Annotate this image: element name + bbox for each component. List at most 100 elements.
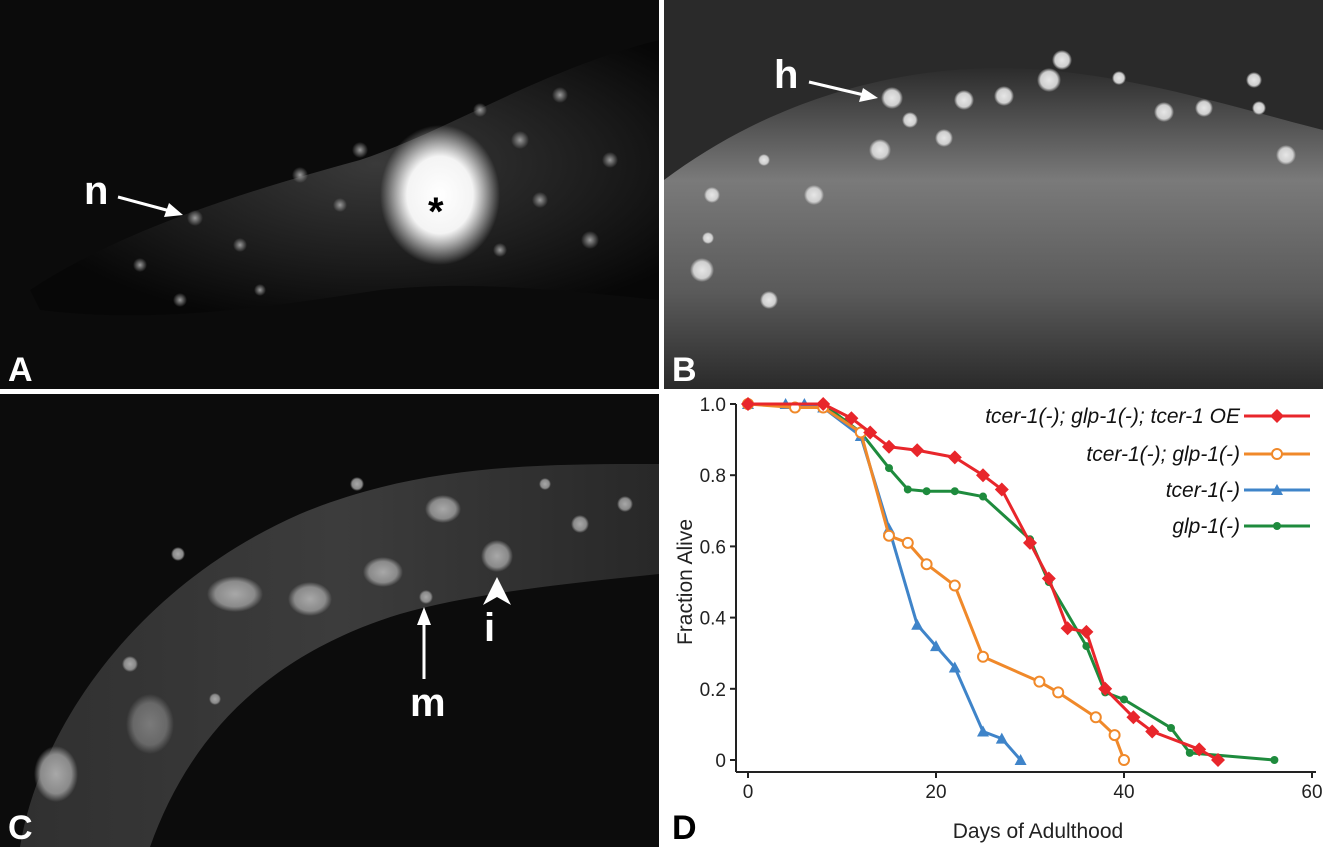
data-point [901, 536, 914, 549]
data-point [844, 411, 859, 426]
panel-label-d: D [672, 809, 697, 847]
y-tick-label: 1.0 [700, 395, 726, 416]
y-tick-label: 0 [715, 751, 726, 772]
data-point [948, 661, 961, 673]
data-point [1126, 710, 1141, 725]
data-point [994, 482, 1009, 497]
data-point [1145, 724, 1160, 739]
survival-chart: 0 0.2 0.4 0.6 0.8 1.0 0 20 40 60 tcer-1(-); glp-1… [672, 395, 1323, 847]
legend-marker [1271, 484, 1283, 495]
legend-label: tcer-1(-); glp-1(-); tcer-1 OE [985, 405, 1241, 428]
nuclei [133, 87, 618, 307]
arrow-n [117, 195, 183, 217]
data-point [1118, 754, 1130, 766]
arrowhead-i [483, 577, 511, 605]
x-axis-title: Days of Adulthood [953, 820, 1123, 843]
series-open-circle [742, 398, 1130, 766]
data-point [1033, 675, 1046, 688]
data-point [1052, 686, 1065, 699]
data-point [1014, 754, 1027, 765]
data-point [930, 640, 942, 652]
marker-h: h [774, 53, 798, 97]
data-point [1079, 624, 1094, 639]
marker-n: n [84, 169, 108, 213]
panel-a: n * A [0, 0, 659, 389]
legend-marker [1273, 522, 1281, 530]
data-point [1082, 642, 1091, 651]
nuclei [690, 50, 1296, 309]
panel-b-micrograph: h B [664, 0, 1323, 389]
panel-a-micrograph: n * A [0, 0, 659, 389]
panel-label-a: A [8, 351, 33, 389]
marker-asterisk: * [428, 190, 444, 234]
data-point [911, 618, 924, 630]
data-point [903, 485, 912, 494]
series-diamond [741, 397, 1225, 767]
arrow-m [417, 607, 431, 679]
y-tick-label: 0.4 [700, 609, 727, 630]
data-point [1270, 756, 1279, 764]
data-point [1211, 753, 1225, 767]
data-point [1185, 748, 1194, 757]
data-point [1108, 729, 1121, 742]
legend-item: tcer-1(-); glp-1(-) [1086, 443, 1310, 466]
series-line [748, 402, 1275, 762]
legend-item: tcer-1(-) [1166, 479, 1310, 502]
panel-d: 0 0.2 0.4 0.6 0.8 1.0 0 20 40 60 tcer-1(-); glp-1… [664, 394, 1323, 847]
marker-i: i [484, 606, 495, 650]
legend-marker [1270, 409, 1284, 423]
data-point [977, 650, 989, 663]
y-tick-label: 0.6 [700, 537, 726, 558]
data-point [977, 725, 989, 737]
legend-label: glp-1(-) [1172, 515, 1240, 538]
data-point [883, 529, 895, 542]
panel-label-b: B [672, 351, 697, 389]
data-point [995, 732, 1008, 744]
data-point [947, 450, 962, 465]
data-point [816, 397, 831, 411]
data-point [948, 579, 961, 592]
panel-c-micrograph: m i C [0, 394, 659, 847]
chart-axes: 0 0.2 0.4 0.6 0.8 1.0 0 20 40 60 [700, 395, 1323, 803]
legend-label: tcer-1(-); glp-1(-) [1086, 443, 1240, 466]
data-point [1041, 571, 1056, 586]
x-tick-label: 20 [925, 782, 946, 803]
x-tick-label: 0 [743, 782, 754, 803]
data-point [950, 487, 959, 496]
series-triangle [742, 398, 1027, 765]
data-point [1120, 695, 1128, 704]
arrow-h [808, 80, 878, 102]
data-point [863, 425, 878, 440]
chart-legend: tcer-1(-); glp-1(-); tcer-1 OE tcer-1(-);… [985, 405, 1310, 538]
marker-m: m [410, 681, 446, 725]
data-point [1060, 621, 1075, 636]
data-point [882, 439, 896, 454]
data-point [976, 468, 990, 483]
legend-label: tcer-1(-) [1166, 479, 1240, 502]
data-point [885, 464, 893, 473]
data-point [1023, 535, 1037, 550]
panel-c: m i C [0, 394, 659, 847]
legend-item: tcer-1(-); glp-1(-); tcer-1 OE [985, 405, 1310, 428]
y-tick-label: 0.8 [700, 466, 726, 487]
data-point [1167, 723, 1175, 732]
data-point [1192, 742, 1207, 757]
data-point [979, 492, 987, 501]
panel-label-c: C [8, 809, 33, 847]
data-point [1098, 681, 1113, 696]
data-point [910, 443, 925, 458]
series-line [747, 402, 1126, 761]
data-point [1089, 711, 1102, 724]
y-tick-label: 0.2 [700, 680, 726, 701]
worm-body [664, 68, 1323, 389]
data-point [922, 487, 931, 496]
bright-cell-body [380, 125, 500, 265]
data-point [741, 397, 755, 411]
x-tick-label: 60 [1301, 782, 1322, 803]
data-point [920, 558, 933, 571]
y-axis-title: Fraction Alive [674, 519, 697, 645]
nuclei [34, 477, 633, 802]
series-line [748, 402, 1022, 761]
series-filled-circle [744, 400, 1279, 764]
panel-b: h B [664, 0, 1323, 389]
